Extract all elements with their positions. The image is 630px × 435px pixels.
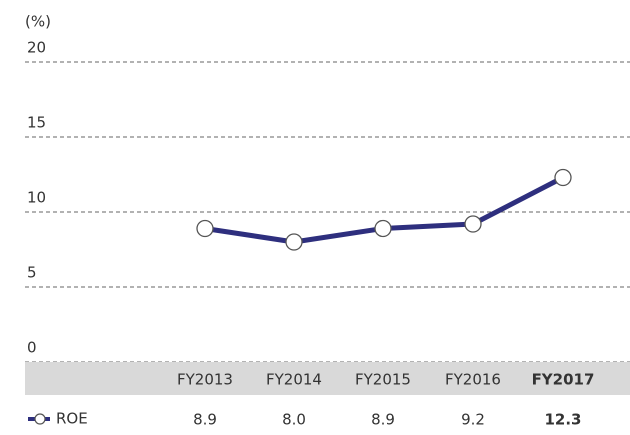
y-unit-label: (%): [25, 13, 51, 31]
x-tick-label: FY2016: [445, 371, 501, 389]
y-tick-label: 0: [27, 339, 37, 357]
marker: [554, 168, 572, 187]
value-label: 8.0: [282, 411, 306, 429]
legend-marker: [34, 413, 46, 425]
value-label: 12.3: [544, 411, 581, 429]
marker: [285, 233, 303, 251]
value-label: 8.9: [193, 411, 217, 429]
value-label: 8.9: [371, 411, 395, 429]
x-tick-label: FY2017: [532, 371, 595, 389]
y-tick-label: 15: [27, 114, 46, 132]
y-tick-label: 5: [27, 264, 37, 282]
marker: [196, 219, 214, 238]
marker: [374, 219, 392, 238]
table-header-band: [25, 362, 630, 395]
y-tick-label: 20: [27, 39, 46, 57]
legend-label: ROE: [56, 410, 88, 428]
y-tick-label: 10: [27, 189, 46, 207]
x-tick-label: FY2013: [177, 371, 233, 389]
marker: [464, 215, 482, 233]
x-tick-label: FY2015: [355, 371, 411, 389]
x-tick-label: FY2014: [266, 371, 322, 389]
value-label: 9.2: [461, 411, 485, 429]
